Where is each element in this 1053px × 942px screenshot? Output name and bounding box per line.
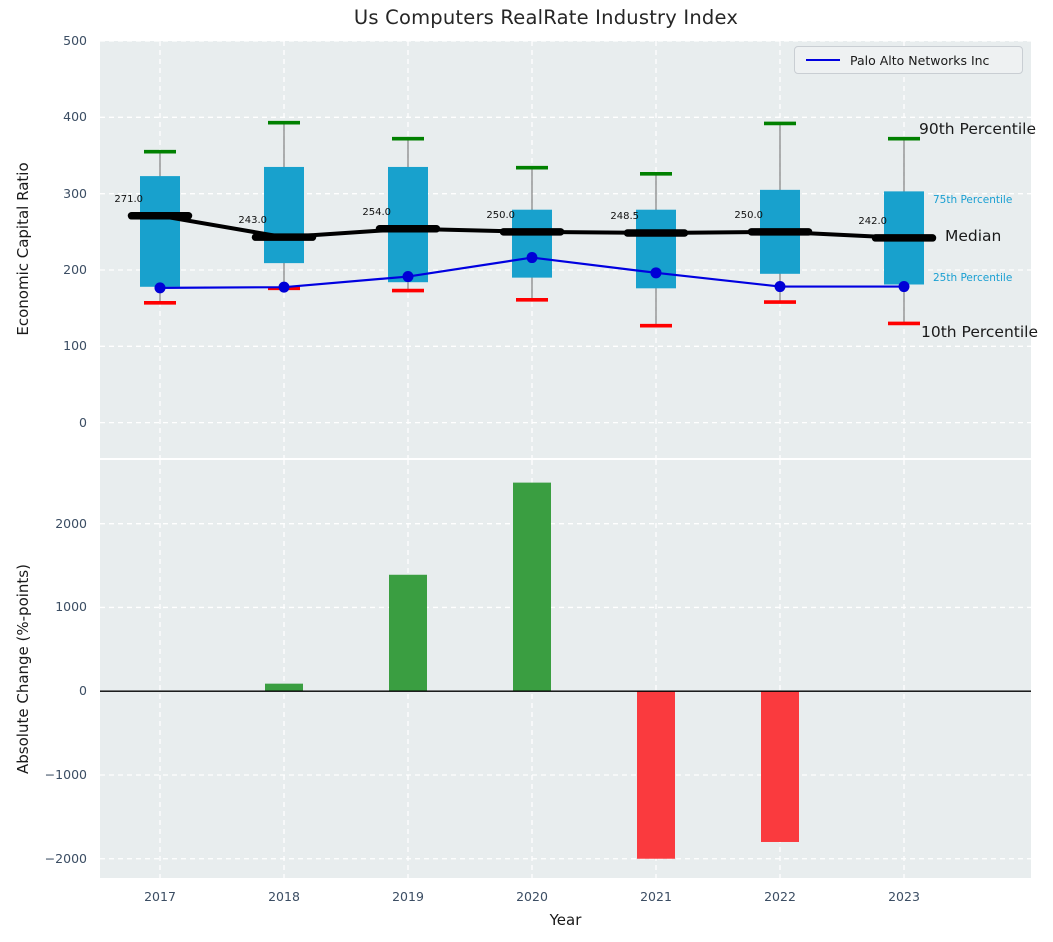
bottom-ytick-label: 1000 <box>55 599 87 615</box>
iqr-box <box>264 166 304 264</box>
median-value-label: 254.0 <box>362 207 391 218</box>
legend-line-sample <box>806 58 840 62</box>
median-value-label: 248.5 <box>610 211 639 222</box>
xtick-label: 2018 <box>268 889 300 904</box>
company-dot <box>898 281 910 293</box>
top-panel-plot-area: 271.0 243.0 254.0 250.0 248.5 250.0 242.0 <box>100 40 1031 458</box>
company-dot <box>154 282 166 294</box>
median-value-label: 271.0 <box>114 194 143 205</box>
median-value-label: 250.0 <box>734 210 763 221</box>
company-dot <box>650 267 662 279</box>
top-ytick-label: 200 <box>63 261 87 277</box>
xtick-label: 2022 <box>764 889 796 904</box>
annotation-75th-percentile: 75th Percentile <box>933 194 1013 206</box>
annotation-10th-percentile: 10th Percentile <box>921 323 1039 341</box>
xtick-label: 2020 <box>516 889 548 904</box>
legend: Palo Alto Networks Inc <box>794 46 1023 74</box>
company-dot <box>526 252 538 264</box>
bottom-ytick-label: 0 <box>79 683 87 699</box>
bottom-panel-plot-area <box>100 460 1031 878</box>
xtick-label: 2021 <box>640 889 672 904</box>
annotation-90th-percentile: 90th Percentile <box>919 120 1037 138</box>
positive-change-bar <box>513 482 551 692</box>
top-ytick-label: 400 <box>63 109 87 125</box>
company-dot <box>774 281 786 293</box>
iqr-box <box>140 176 180 287</box>
economic-capital-ratio-chart: 271.0 243.0 254.0 250.0 248.5 250.0 242.0 <box>100 40 1031 458</box>
positive-change-bar <box>265 683 303 692</box>
xtick-label: 2019 <box>392 889 424 904</box>
top-ytick-label: 300 <box>63 185 87 201</box>
negative-change-bar <box>761 691 799 842</box>
iqr-box <box>388 166 428 283</box>
x-axis-label: Year <box>549 911 582 929</box>
annotation-25th-percentile: 25th Percentile <box>933 272 1013 284</box>
xtick-label: 2017 <box>144 889 176 904</box>
median-value-label: 242.0 <box>858 216 887 227</box>
negative-change-bar <box>637 691 675 859</box>
company-dot <box>278 281 290 293</box>
annotation-median: Median <box>945 227 1002 245</box>
iqr-box <box>512 209 552 278</box>
bottom-y-axis-label: Absolute Change (%-points) <box>14 564 32 774</box>
median-value-label: 243.0 <box>238 215 267 226</box>
legend-label: Palo Alto Networks Inc <box>850 52 990 68</box>
median-value-label: 250.0 <box>486 210 515 221</box>
bottom-ytick-label: 2000 <box>55 515 87 531</box>
top-ytick-label: 100 <box>63 338 87 354</box>
absolute-change-chart <box>100 460 1031 878</box>
company-dot <box>402 271 414 283</box>
top-ytick-label: 500 <box>63 33 87 48</box>
chart-title: Us Computers RealRate Industry Index <box>353 6 739 29</box>
bottom-ytick-label: −2000 <box>44 850 87 866</box>
bottom-ytick-label: −1000 <box>44 766 87 782</box>
xtick-label: 2023 <box>888 889 920 904</box>
top-ytick-label: 0 <box>79 414 87 430</box>
positive-change-bar <box>389 574 427 692</box>
